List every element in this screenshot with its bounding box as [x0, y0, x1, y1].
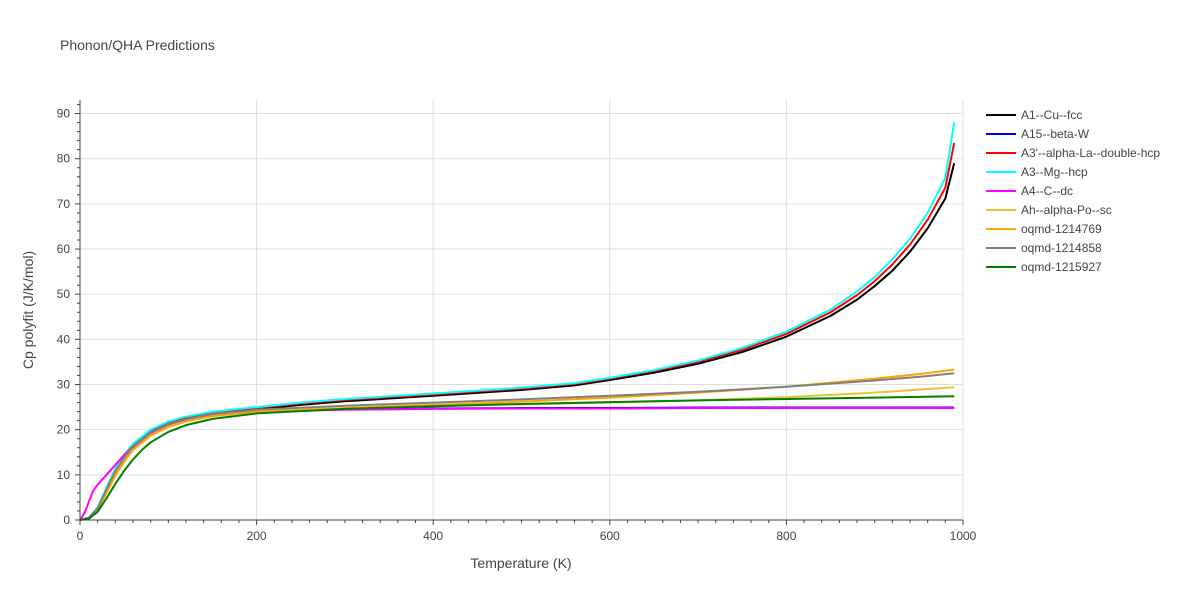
series-line-3 [79, 122, 956, 521]
legend-item[interactable]: A3--Mg--hcp [986, 165, 1088, 179]
x-tick-label: 0 [77, 529, 84, 543]
legend-item[interactable]: A1--Cu--fcc [986, 108, 1082, 122]
y-tick-label: 80 [57, 152, 71, 166]
y-tick-label: 10 [57, 468, 71, 482]
axes-layer: 0 10 20 30 40 50 60 70 80 90 0 200 400 600 800 1000 [57, 100, 977, 543]
legend-label: oqmd-1215927 [1021, 260, 1102, 274]
y-axis-label: Cp polyfit (J/K/mol) [20, 251, 36, 369]
legend: A1--Cu--fcc A15--beta-W A3'--alpha-La--dou… [986, 108, 1160, 274]
legend-item[interactable]: A3'--alpha-La--double-hcp [986, 146, 1160, 160]
legend-item[interactable]: oqmd-1214858 [986, 241, 1102, 255]
x-axis-label: Temperature (K) [470, 555, 571, 571]
legend-item[interactable]: oqmd-1214769 [986, 222, 1102, 236]
series-layer [79, 122, 956, 521]
series-line-4 [79, 407, 955, 521]
y-tick-label: 50 [57, 287, 71, 301]
y-tick-label: 40 [57, 332, 71, 346]
series-line-2 [79, 142, 956, 521]
legend-item[interactable]: oqmd-1215927 [986, 260, 1102, 274]
legend-label: oqmd-1214769 [1021, 222, 1102, 236]
legend-item[interactable]: A15--beta-W [986, 127, 1090, 141]
y-tick-label: 0 [63, 513, 70, 527]
legend-label: A15--beta-W [1021, 127, 1090, 141]
x-tick-label: 200 [247, 529, 267, 543]
legend-item[interactable]: Ah--alpha-Po--sc [986, 203, 1112, 217]
series-line-1 [79, 406, 955, 521]
x-tick-label: 800 [776, 529, 796, 543]
x-tick-label: 400 [423, 529, 443, 543]
series-line-8 [79, 395, 955, 521]
y-tick-label: 70 [57, 197, 71, 211]
legend-label: A3'--alpha-La--double-hcp [1021, 146, 1160, 160]
series-line-6 [79, 368, 955, 521]
legend-label: A1--Cu--fcc [1021, 108, 1082, 122]
legend-label: A4--C--dc [1021, 184, 1073, 198]
x-tick-label: 1000 [950, 529, 977, 543]
y-tick-label: 20 [57, 423, 71, 437]
legend-label: A3--Mg--hcp [1021, 165, 1088, 179]
x-tick-label: 600 [600, 529, 620, 543]
series-line-7 [79, 372, 955, 521]
chart-title: Phonon/QHA Predictions [60, 37, 215, 53]
legend-label: Ah--alpha-Po--sc [1021, 203, 1112, 217]
y-tick-label: 30 [57, 378, 71, 392]
legend-item[interactable]: A4--C--dc [986, 184, 1073, 198]
legend-label: oqmd-1214858 [1021, 241, 1102, 255]
series-line-0 [79, 162, 956, 521]
y-tick-label: 90 [57, 107, 71, 121]
y-tick-label: 60 [57, 242, 71, 256]
